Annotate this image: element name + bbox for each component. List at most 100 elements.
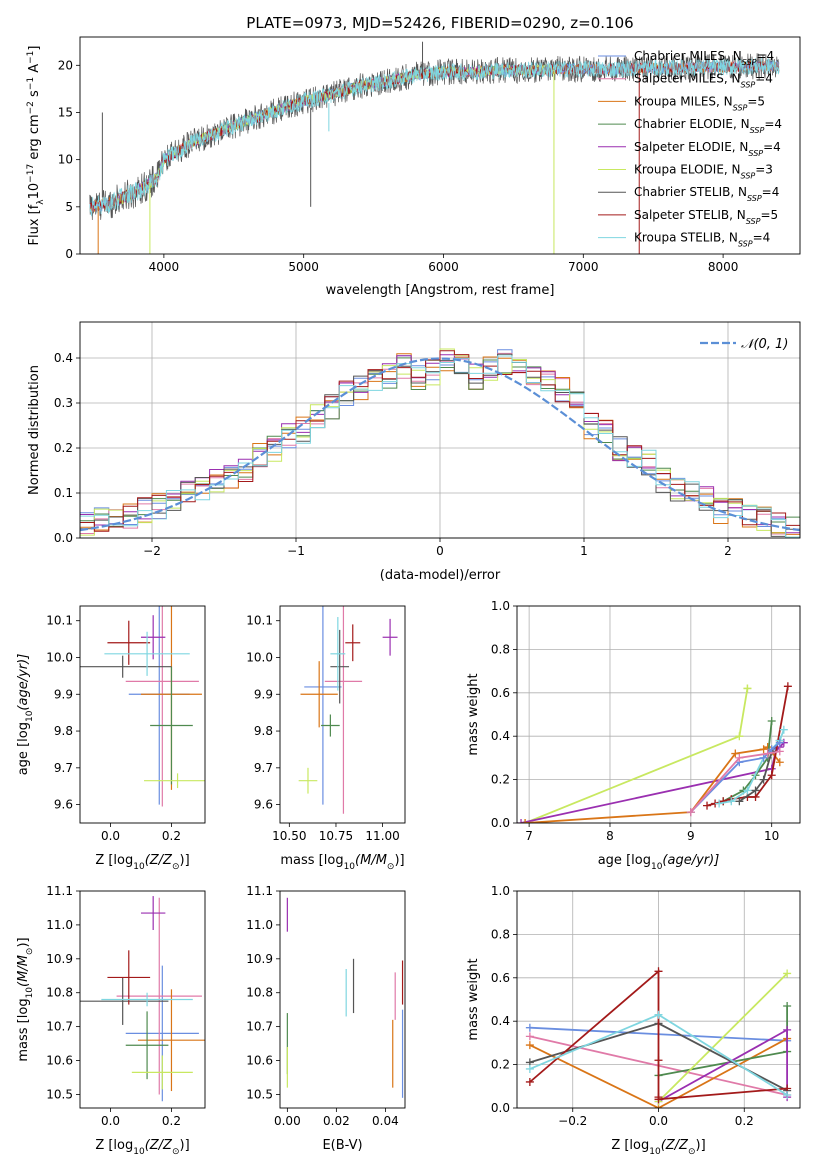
histogram-step xyxy=(80,350,800,538)
mass-weight-marker xyxy=(735,732,744,741)
mass_vs_Z-ytick-label: 10.7 xyxy=(46,1020,73,1034)
mass-weight-marker xyxy=(686,808,695,817)
age-vs-metallicity-panel: 0.0 0.2 9.6 9.7 9.8 9.9 10.0 10.1 Z [log10(Z/Z⊙)… xyxy=(16,605,206,872)
mass_vs_ebv-ytick-label: 10.6 xyxy=(246,1054,273,1068)
age_vs_mass-xtick-label: 11.00 xyxy=(365,829,399,843)
age_vs_mass-ytick-label: 9.8 xyxy=(254,724,273,738)
residuals-xtick-label: 1 xyxy=(580,544,588,558)
mass_weight_vs_age-frame xyxy=(516,605,801,824)
age_vs_Z-ytick-label: 9.9 xyxy=(54,687,73,701)
mass-weight-marker xyxy=(783,1025,792,1034)
mass-weight-marker xyxy=(775,747,784,756)
legend-label: 𝒩(0, 1) xyxy=(741,337,788,352)
mass-weight-marker xyxy=(525,1077,534,1086)
legend-label: Salpeter MILES, NSSP=4 xyxy=(634,72,773,90)
y-axis-label: age [log10(age/yr)] xyxy=(16,654,35,776)
mass_weight_vs_age-xtick-label: 7 xyxy=(525,829,533,843)
legend-label: Kroupa MILES, NSSP=5 xyxy=(634,94,765,112)
mass-weight-marker xyxy=(525,1041,534,1050)
legend-label: Kroupa STELIB, NSSP=4 xyxy=(634,231,770,249)
mass-weight-marker xyxy=(763,749,772,758)
mass-weight-line xyxy=(529,969,788,1101)
plot-area xyxy=(298,606,398,814)
mass_weight_vs_Z-xtick-label: 0.0 xyxy=(649,1114,668,1128)
residuals-ytick-label: 0.2 xyxy=(54,441,73,455)
normal-curve xyxy=(80,357,800,532)
mass_weight_vs_Z-xtick-label: −0.2 xyxy=(558,1114,587,1128)
spectrum-xtick-label: 4000 xyxy=(149,260,180,274)
mass_weight_vs_Z-ytick-label: 0.4 xyxy=(491,1014,510,1028)
mass-weight-marker xyxy=(525,1064,534,1073)
mass_vs_Z-xtick-label: 0.0 xyxy=(101,1114,120,1128)
mass_weight_vs_age-xtick-label: 8 xyxy=(606,829,614,843)
mass-vs-ebv-panel: 0.00 0.02 0.04 10.5 10.6 10.7 10.8 10.9 11.0 11.1… xyxy=(246,884,406,1153)
y-axis-label: mass [log10(M/M⊙)] xyxy=(16,937,35,1061)
plot-area xyxy=(286,897,404,1098)
mass-weight-marker xyxy=(703,801,712,810)
mass_weight_vs_Z-ytick-label: 0.0 xyxy=(491,1101,510,1115)
mass_weight_vs_Z-ytick-label: 0.2 xyxy=(491,1058,510,1072)
y-axis-label: Flux [fλ10−17 erg cm−2 s−1 A−1] xyxy=(26,46,46,246)
mass-weight-marker xyxy=(767,771,776,780)
residuals-xtick-label: 0 xyxy=(436,544,444,558)
age_vs_Z-xtick-label: 0.2 xyxy=(162,829,181,843)
residuals-panel: −2 −1 0 1 2 0.0 0.1 0.2 0.3 0.4 (data-model)/error… xyxy=(27,321,801,583)
mass-weight-marker xyxy=(775,738,784,747)
mass-weight-marker xyxy=(654,967,663,976)
spectrum-xtick-label: 8000 xyxy=(708,260,739,274)
mass_vs_ebv-ytick-label: 11.1 xyxy=(246,884,273,898)
legend-label: Chabrier MILES, NSSP=4 xyxy=(634,49,774,67)
mass_vs_ebv-ytick-label: 10.8 xyxy=(246,986,273,1000)
mass-weight-line xyxy=(520,742,785,823)
legend-label: Salpeter ELODIE, NSSP=4 xyxy=(634,140,781,158)
residuals-ytick-label: 0.4 xyxy=(54,351,73,365)
mass_vs_Z-ytick-label: 10.8 xyxy=(46,986,73,1000)
legend-label: Chabrier STELIB, NSSP=4 xyxy=(634,185,779,203)
mass-weight-marker xyxy=(654,1056,663,1065)
mass-weight-marker xyxy=(783,682,792,691)
residuals-xtick-label: 2 xyxy=(724,544,732,558)
plot-area xyxy=(80,606,205,807)
mass-weight-marker xyxy=(743,786,752,795)
mass-weight-marker xyxy=(525,1032,534,1041)
age_vs_mass-ytick-label: 9.9 xyxy=(254,687,273,701)
mass-weight-vs-metallicity-panel: −0.2 0.0 0.2 0.0 0.2 0.4 0.6 0.8 1.0 Z [log10(Z/Z… xyxy=(466,884,801,1157)
plot-area xyxy=(517,682,792,823)
spectrum-xtick-label: 6000 xyxy=(428,260,459,274)
age_vs_mass-ytick-label: 9.7 xyxy=(254,761,273,775)
residuals-ytick-label: 0.1 xyxy=(54,486,73,500)
age_vs_Z-ytick-label: 10.1 xyxy=(46,614,73,628)
mass_vs_ebv-ytick-label: 10.9 xyxy=(246,952,273,966)
mass-weight-marker xyxy=(654,1095,663,1104)
spectrum-ytick-label: 5 xyxy=(65,200,73,214)
mass-weight-line xyxy=(690,750,780,813)
mass_vs_Z-ytick-label: 10.9 xyxy=(46,952,73,966)
mass-weight-marker xyxy=(654,1010,663,1019)
mass_vs_Z-ytick-label: 10.6 xyxy=(46,1054,73,1068)
spectrum-panel: PLATE=0973, MJD=52426, FIBERID=0290, z=0… xyxy=(26,14,801,298)
mass-weight-marker xyxy=(767,717,776,726)
y-axis-label: mass weight xyxy=(466,673,481,755)
residuals-xtick-label: −2 xyxy=(143,544,161,558)
mass-weight-vs-age-panel: 7 8 9 10 0.0 0.2 0.4 0.6 0.8 1.0 age [log10(age/yr… xyxy=(466,599,801,872)
spectrum-ytick-label: 10 xyxy=(58,153,73,167)
spectrum-ytick-label: 15 xyxy=(58,105,73,119)
spectrum-line xyxy=(110,63,556,207)
mass-weight-marker xyxy=(727,797,736,806)
spectrum-frame xyxy=(79,36,801,255)
mass-weight-marker xyxy=(779,725,788,734)
spectrum-line xyxy=(110,64,556,208)
mass_weight_vs_age-ytick-label: 0.6 xyxy=(491,686,510,700)
mass-weight-marker xyxy=(783,1002,792,1011)
mass_vs_ebv-ytick-label: 10.7 xyxy=(246,1020,273,1034)
age_vs_Z-ytick-label: 10.0 xyxy=(46,650,73,664)
mass_weight_vs_Z-frame xyxy=(516,890,801,1109)
mass-weight-marker xyxy=(517,819,526,823)
age_vs_mass-frame xyxy=(279,605,406,824)
y-axis-label: Normed distribution xyxy=(27,365,42,495)
legend-label: Salpeter STELIB, NSSP=5 xyxy=(634,208,778,226)
x-axis-label: (data-model)/error xyxy=(380,568,501,583)
age_vs_Z-xtick-label: 0.0 xyxy=(101,829,120,843)
mass_weight_vs_age-xtick-label: 10 xyxy=(764,829,779,843)
